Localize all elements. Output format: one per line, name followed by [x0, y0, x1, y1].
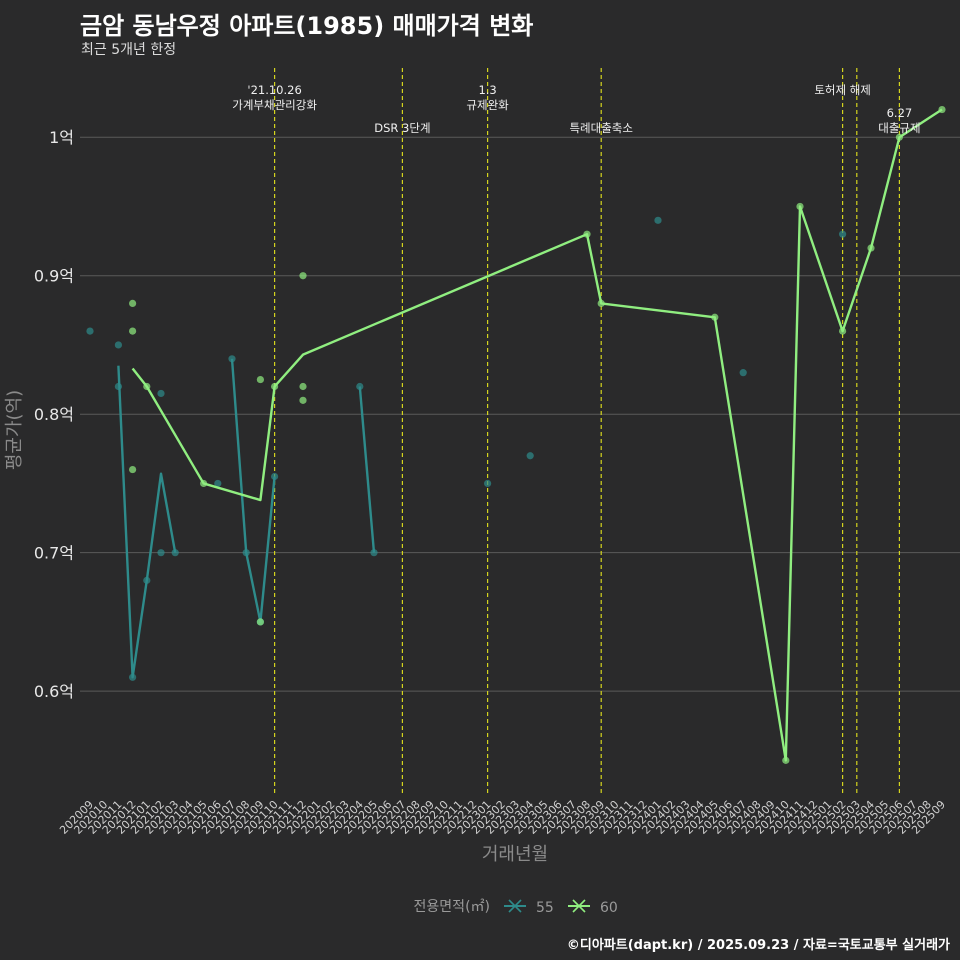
event-annotation: '21.10.26: [247, 83, 301, 97]
data-point-55: [370, 549, 378, 557]
data-point-60: [299, 382, 307, 391]
y-axis: 0.6억 0.7억 0.8억 0.9억 1억: [34, 128, 74, 701]
x-axis-label: 거래년월: [482, 844, 548, 865]
event-annotation: 6.27: [887, 106, 913, 120]
data-point-55: [214, 479, 222, 488]
data-point-60: [299, 272, 307, 280]
legend-key-mark: [508, 899, 522, 913]
legend-label: 60: [600, 900, 618, 916]
y-tick-label: 0.9억: [34, 267, 74, 286]
data-point-55: [526, 452, 534, 460]
data-point-55: [171, 549, 179, 557]
event-annotation: 1.3: [478, 83, 496, 97]
data-point-55: [86, 327, 94, 335]
legend-key-mark: [572, 899, 586, 913]
chart-subtitle: 최근 5개년 한정: [81, 42, 177, 58]
data-point-55: [654, 216, 662, 224]
data-point-55: [739, 369, 747, 377]
data-point-60: [256, 618, 264, 626]
series-line-55: [230, 358, 276, 624]
series-line-55: [358, 386, 376, 553]
series-layer: [86, 105, 946, 764]
legend-title: 전용면적(㎡): [414, 899, 490, 915]
data-point-60: [256, 375, 264, 384]
event-annotation: DSR 3단계: [374, 121, 430, 135]
legend: 전용면적(㎡) 55 60: [414, 899, 618, 916]
y-tick-label: 1억: [49, 128, 74, 147]
event-annotation: 토허제 해제: [814, 83, 871, 97]
data-point-55: [114, 341, 122, 349]
event-annotation: 가계부채관리강화: [232, 98, 317, 112]
event-annotation: 대출규제: [878, 121, 920, 135]
chart-title: 금암 동남우정 아파트(1985) 매매가격 변화: [80, 12, 534, 40]
grid-lines: [80, 136, 960, 692]
legend-label: 55: [536, 900, 554, 916]
data-point-60: [129, 465, 137, 474]
event-lines: [274, 68, 901, 795]
y-tick-label: 0.8억: [34, 405, 74, 424]
event-annotation: 특례대출축소: [569, 121, 632, 135]
data-point-55: [157, 389, 165, 398]
data-point-55: [839, 230, 847, 238]
x-axis: 2020092020102020112020122021012021022021…: [57, 798, 948, 837]
y-axis-label: 평균가(억): [4, 390, 25, 470]
event-annotation: 규제완화: [466, 98, 509, 112]
series-line-55: [117, 365, 177, 679]
data-point-60: [129, 299, 137, 308]
data-point-55: [484, 479, 492, 488]
y-tick-label: 0.7억: [34, 544, 74, 563]
source-caption: ©디아파트(dapt.kr) / 2025.09.23 / 자료=국토교통부 실…: [566, 938, 950, 953]
y-tick-label: 0.6억: [34, 682, 74, 701]
data-point-60: [129, 327, 137, 335]
data-point-60: [299, 396, 307, 404]
series-line-60: [131, 108, 943, 762]
data-point-55: [157, 549, 165, 557]
